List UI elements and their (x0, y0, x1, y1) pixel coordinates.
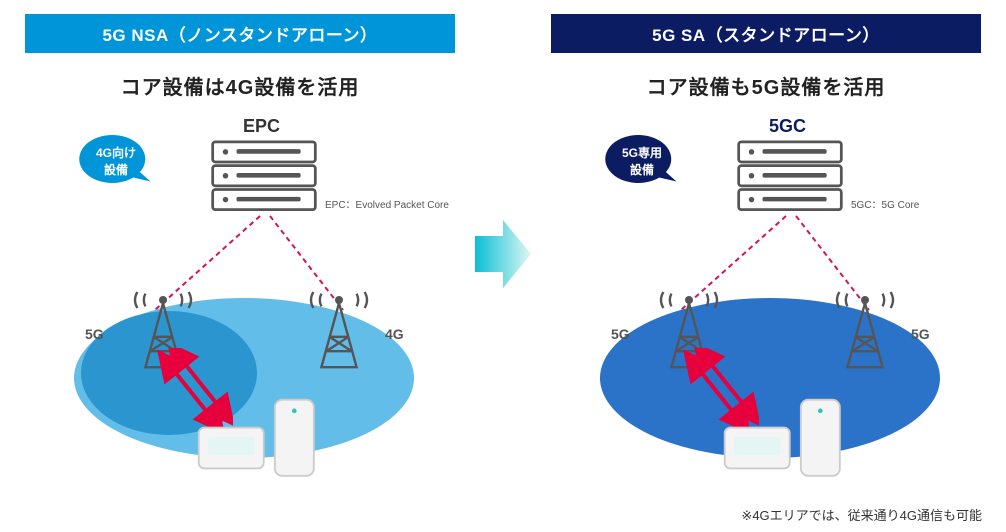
footnote: ※4Gエリアでは、従来通り4G通信も可能 (741, 505, 982, 524)
server-icon-nsa (209, 140, 319, 218)
subtitle-nsa: コア設備は4G設備を活用 (25, 71, 455, 100)
server-icon-sa (735, 140, 845, 218)
bubble-sa: 5G専用 設備 (603, 132, 681, 192)
core-label-nsa: EPC (243, 116, 280, 137)
devices-icon-sa (721, 396, 851, 485)
bubble-nsa: 4G向け 設備 (77, 132, 155, 192)
tower-label-right-nsa: 4G (385, 326, 404, 342)
tower-5g-right-icon (833, 284, 897, 377)
server-note-sa: 5GC：5G Core (851, 196, 919, 211)
devices-icon-nsa (195, 396, 325, 485)
tower-label-left-nsa: 5G (85, 326, 104, 342)
core-label-sa: 5GC (769, 116, 806, 137)
diagram-nsa: EPC 4G向け 設備 (25, 108, 455, 488)
transition-arrow-icon (473, 214, 533, 294)
bubble-text-sa: 5G専用 設備 (622, 145, 662, 179)
header-sa: 5G SA（スタンドアローン） (551, 14, 981, 53)
panel-sa: 5G SA（スタンドアローン） コア設備も5G設備を活用 5GC 5G専用 設備 (551, 14, 981, 488)
panel-nsa: 5G NSA（ノンスタンドアローン） コア設備は4G設備を活用 EPC 4G向け… (25, 14, 455, 488)
server-note-nsa: EPC：Evolved Packet Core (325, 196, 449, 211)
tower-4g-icon (307, 284, 371, 377)
tower-label-right-sa: 5G (911, 326, 930, 342)
bubble-text-nsa: 4G向け 設備 (96, 145, 136, 179)
diagram-sa: 5GC 5G専用 設備 (551, 108, 981, 488)
tower-label-left-sa: 5G (611, 326, 630, 342)
subtitle-sa: コア設備も5G設備を活用 (551, 71, 981, 100)
header-nsa: 5G NSA（ノンスタンドアローン） (25, 14, 455, 53)
